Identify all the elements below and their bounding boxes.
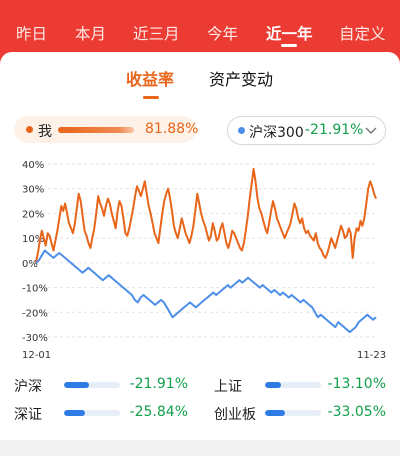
benchmark-bar xyxy=(64,410,120,416)
segment-return-rate[interactable]: 收益率 xyxy=(126,70,175,89)
tab-three-months[interactable]: 近三月 xyxy=(133,25,180,43)
x-axis-start-label: 12-01 xyxy=(22,350,52,361)
benchmark-bar-fill xyxy=(265,382,281,388)
y-tick-label: -30% xyxy=(22,333,48,344)
active-tab-indicator xyxy=(281,44,297,47)
benchmark-value: -33.05% xyxy=(327,404,386,420)
benchmark-name: 沪深 xyxy=(14,379,42,395)
return-chart: 40% 30% 20% 10% 0% -10% -20% -30% xyxy=(22,160,377,344)
my-return-value: 81.88% xyxy=(145,121,199,137)
tab-custom[interactable]: 自定义 xyxy=(339,25,386,43)
y-tick-label: -10% xyxy=(22,284,48,295)
segment-indicator xyxy=(143,96,159,99)
benchmark-bar-fill xyxy=(64,410,86,416)
x-axis-end-label: 11-23 xyxy=(357,350,387,361)
my-return-pill: 我 81.88% xyxy=(14,116,199,143)
segment-asset-change[interactable]: 资产变动 xyxy=(209,70,274,89)
my-series-swatch xyxy=(58,127,134,133)
series-line xyxy=(35,167,377,264)
benchmark-bar xyxy=(265,410,321,416)
tab-yesterday[interactable]: 昨日 xyxy=(16,25,48,43)
index-selector[interactable]: 沪深300 -21.91% xyxy=(227,116,386,145)
my-series-label: 我 xyxy=(38,124,52,140)
y-tick-label: 0% xyxy=(22,259,38,270)
benchmark-name: 上证 xyxy=(214,379,242,395)
tab-one-year[interactable]: 近一年 xyxy=(266,25,313,43)
benchmark-name: 深证 xyxy=(14,407,42,423)
benchmark-name: 创业板 xyxy=(214,407,256,423)
y-tick-label: 10% xyxy=(22,234,44,245)
y-tick-label: -20% xyxy=(22,308,48,319)
benchmark-bar xyxy=(265,382,321,388)
my-series-dot xyxy=(26,126,33,133)
tab-this-year[interactable]: 今年 xyxy=(207,25,239,43)
chevron-down-icon xyxy=(365,127,377,134)
benchmark-value: -13.10% xyxy=(327,376,386,392)
y-tick-label: 20% xyxy=(22,209,44,220)
benchmark-value: -21.91% xyxy=(129,376,188,392)
period-tabs: 昨日 本月 近三月 今年 近一年 自定义 xyxy=(0,0,400,50)
benchmark-bar-fill xyxy=(265,410,286,416)
benchmark-bar xyxy=(64,382,120,388)
bottom-divider xyxy=(0,440,400,456)
benchmark-bar-fill xyxy=(64,382,90,388)
index-return-value: -21.91% xyxy=(305,122,364,138)
index-series-dot xyxy=(238,127,245,134)
index-name: 沪深300 xyxy=(249,125,304,141)
series-line xyxy=(35,249,377,334)
tab-this-month[interactable]: 本月 xyxy=(75,25,107,43)
y-tick-label: 30% xyxy=(22,185,44,196)
y-tick-label: 40% xyxy=(22,160,44,171)
benchmark-value: -25.84% xyxy=(129,404,188,420)
